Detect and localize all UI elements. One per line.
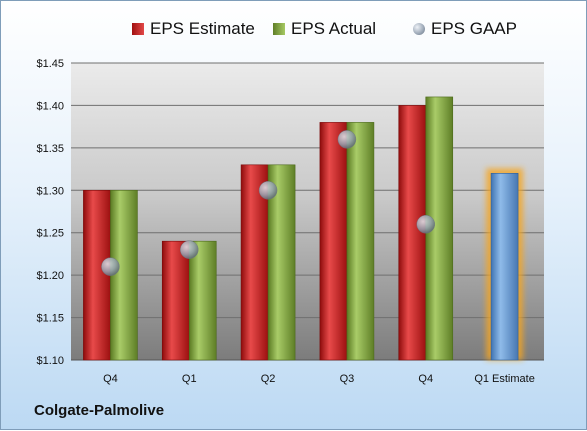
bar-eps-estimate bbox=[398, 105, 427, 361]
x-tick-label: Q4 bbox=[103, 373, 118, 385]
bar-eps-actual bbox=[188, 240, 217, 361]
y-tick-label: $1.25 bbox=[36, 228, 64, 240]
legend-swatch bbox=[132, 23, 144, 35]
y-tick-label: $1.10 bbox=[36, 355, 64, 367]
x-tick-label: Q1 Estimate bbox=[474, 373, 535, 385]
eps-gaap-marker bbox=[337, 130, 357, 149]
eps-gaap-marker bbox=[180, 240, 199, 259]
y-tick-label: $1.40 bbox=[36, 100, 64, 112]
legend-label: EPS Estimate bbox=[150, 19, 255, 38]
x-tick-label: Q1 bbox=[182, 373, 197, 385]
bar-eps-estimate bbox=[83, 189, 111, 361]
x-axis: Q4 Q1 Q2 Q3 Q4 Q1 Estimate bbox=[103, 373, 535, 385]
bar-eps-estimate bbox=[319, 122, 348, 361]
x-tick-label: Q3 bbox=[340, 373, 355, 385]
bar-eps-actual bbox=[346, 122, 375, 361]
legend-label: EPS GAAP bbox=[431, 19, 517, 38]
eps-gaap-marker bbox=[258, 181, 278, 200]
legend-label: EPS Actual bbox=[291, 19, 377, 38]
y-tick-label: $1.30 bbox=[36, 185, 64, 197]
y-tick-label: $1.35 bbox=[36, 143, 64, 155]
x-tick-label: Q4 bbox=[418, 373, 433, 385]
legend-item: EPS Actual bbox=[273, 15, 376, 43]
x-tick-label: Q2 bbox=[261, 373, 276, 385]
legend-swatch bbox=[273, 23, 285, 35]
legend-item: EPS GAAP bbox=[413, 15, 517, 43]
bar-eps-estimate bbox=[161, 240, 190, 361]
company-name: Colgate-Palmolive bbox=[34, 402, 165, 419]
legend-item: EPS Estimate bbox=[132, 15, 255, 43]
legend: EPS Estimate EPS Actual EPS GAAP bbox=[1, 15, 587, 43]
legend-swatch bbox=[413, 23, 425, 35]
plot-area bbox=[71, 63, 544, 360]
y-tick-label: $1.15 bbox=[36, 313, 64, 325]
bar-q1-estimate bbox=[490, 173, 519, 361]
bar-eps-actual bbox=[110, 189, 138, 361]
y-axis: $1.10 $1.15 $1.20 $1.25 $1.30 $1.35 $1.40 $1.45 bbox=[36, 58, 544, 367]
y-tick-label: $1.20 bbox=[36, 270, 64, 282]
eps-gaap-markers bbox=[101, 130, 435, 276]
eps-gaap-marker bbox=[416, 214, 435, 234]
eps-gaap-marker bbox=[101, 257, 120, 276]
y-tick-label: $1.45 bbox=[36, 58, 64, 70]
